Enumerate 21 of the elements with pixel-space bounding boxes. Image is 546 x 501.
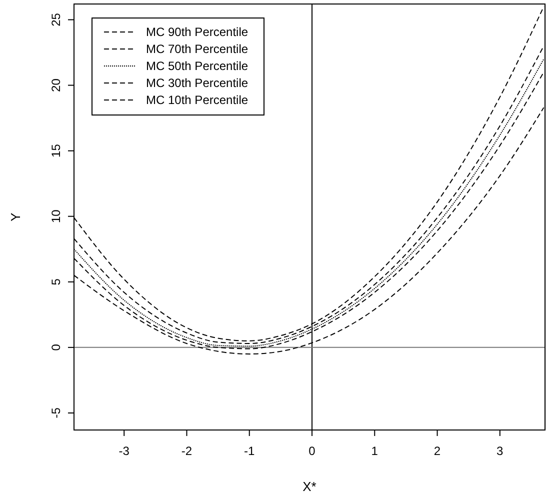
- x-axis-title: X*: [302, 479, 316, 494]
- y-tick-label: -5: [49, 407, 63, 418]
- y-axis-title: Y: [8, 212, 23, 222]
- legend-label: MC 10th Percentile: [146, 93, 248, 107]
- legend-label: MC 30th Percentile: [146, 76, 248, 90]
- x-tick-label: 3: [496, 444, 504, 458]
- y-tick-label: 25: [49, 12, 63, 26]
- y-tick-label: 15: [49, 144, 63, 158]
- legend-label: MC 50th Percentile: [146, 59, 248, 73]
- x-tick-label: 0: [308, 444, 316, 458]
- x-tick-label: -1: [244, 444, 256, 458]
- y-tick-label: 5: [49, 278, 63, 286]
- y-tick-label: 0: [49, 344, 63, 351]
- x-tick-label: -3: [118, 444, 130, 458]
- legend-label: MC 70th Percentile: [146, 42, 248, 56]
- legend-label: MC 90th Percentile: [146, 25, 248, 39]
- x-tick-label: 1: [371, 444, 378, 458]
- y-tick-label: 20: [49, 78, 63, 92]
- y-tick-label: 10: [49, 209, 63, 224]
- x-tick-label: -2: [181, 444, 192, 458]
- x-tick-label: 2: [434, 444, 441, 458]
